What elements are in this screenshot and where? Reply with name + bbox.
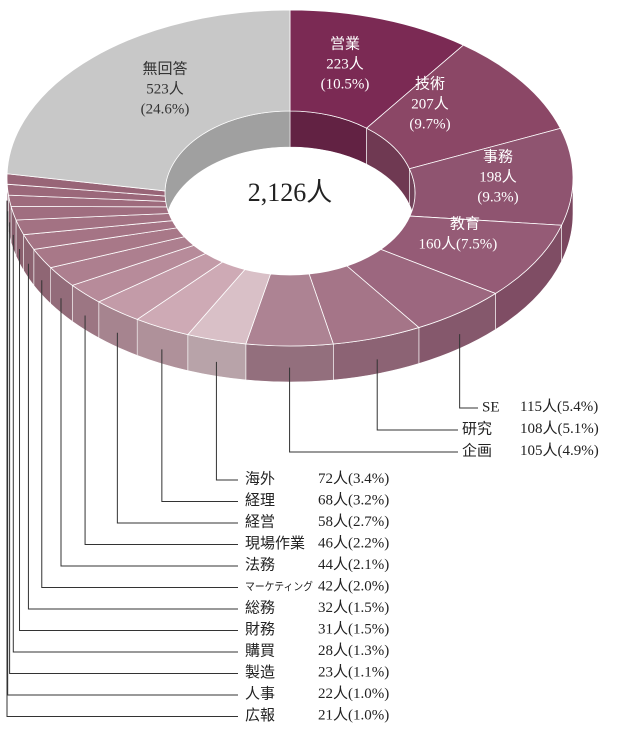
value-label: 28人(1.3%) xyxy=(318,642,389,659)
value-label: 46人(2.2%) xyxy=(318,535,389,552)
value-text: 28人 xyxy=(318,642,348,659)
leader-line xyxy=(215,361,238,481)
leader-line xyxy=(161,349,238,502)
percent-label: (9.7%) xyxy=(409,116,450,132)
percent-text: (4.9%) xyxy=(558,443,599,459)
leader-line xyxy=(9,222,238,674)
value-text: 105人 xyxy=(520,442,558,459)
value-text: 108人 xyxy=(520,420,558,437)
category-label: 企画 xyxy=(462,441,492,459)
value-text: 23人 xyxy=(318,664,348,681)
value-label: 31人(1.5%) xyxy=(318,621,389,638)
category-label: 財務 xyxy=(245,621,275,638)
category-label: 事務 xyxy=(483,148,513,165)
percent-label: (10.5%) xyxy=(321,76,370,92)
value-label: 22人(1.0%) xyxy=(318,685,389,702)
category-label: 現場作業 xyxy=(245,535,305,552)
value-text: 32人 xyxy=(318,599,348,616)
category-label: 人事 xyxy=(245,685,275,702)
category-label: 営業 xyxy=(330,35,360,52)
leader-line xyxy=(6,200,238,717)
value-label: 223人 xyxy=(326,55,364,72)
category-label: 広報 xyxy=(245,707,275,724)
slice xyxy=(289,9,465,129)
value-text: 22人 xyxy=(318,685,348,702)
value-label: 68人(3.2%) xyxy=(318,492,389,509)
percent-text: (2.2%) xyxy=(348,536,389,552)
category-label: 技術 xyxy=(415,75,445,92)
value-label: 115人(5.4%) xyxy=(520,398,598,415)
category-label: マーケティング xyxy=(245,579,313,593)
value-text: 44人 xyxy=(318,556,348,573)
category-label: 購買 xyxy=(245,642,275,659)
value-label: 44人(2.1%) xyxy=(318,556,389,573)
category-label: 総務 xyxy=(245,599,275,616)
value-text: 58人 xyxy=(318,513,348,530)
percent-label: (7.5%) xyxy=(456,236,497,252)
percent-text: (2.1%) xyxy=(348,557,389,573)
value-label: 72人(3.4%) xyxy=(318,470,389,487)
category-label: 経営 xyxy=(245,513,275,530)
slice xyxy=(6,9,291,192)
category-label: 無回答 xyxy=(142,60,187,77)
leader-line xyxy=(84,315,238,545)
value-text: 68人 xyxy=(318,492,348,509)
value-text: 115人 xyxy=(520,398,557,415)
percent-text: (1.3%) xyxy=(348,643,389,659)
leader-line xyxy=(459,334,478,409)
value-label: 160人 xyxy=(418,235,456,252)
percent-text: (2.7%) xyxy=(348,514,389,530)
value-label: 198人 xyxy=(479,168,517,185)
value-text: 72人 xyxy=(318,470,348,487)
value-label: 105人(4.9%) xyxy=(520,442,599,459)
category-label: 教育 xyxy=(450,215,480,232)
percent-label: (9.3%) xyxy=(477,189,518,205)
percent-label: (24.6%) xyxy=(141,101,190,117)
percent-text: (1.5%) xyxy=(348,600,389,616)
category-label: 研究 xyxy=(462,420,492,437)
value-label: 58人(2.7%) xyxy=(318,513,389,530)
value-label: 523人 xyxy=(146,80,184,97)
category-label: 法務 xyxy=(245,556,275,573)
percent-text: (1.5%) xyxy=(348,622,389,638)
value-label: 108人(5.1%) xyxy=(520,420,599,437)
value-label: 32人(1.5%) xyxy=(318,599,389,616)
category-label: 製造 xyxy=(245,664,275,681)
percent-text: (3.2%) xyxy=(348,493,389,509)
percent-text: (5.1%) xyxy=(558,421,599,437)
value-text: 46人 xyxy=(318,535,348,552)
leader-line xyxy=(12,234,238,653)
category-label: 経理 xyxy=(245,492,275,509)
leader-line xyxy=(376,359,458,431)
leader-line xyxy=(41,280,238,588)
leader-line xyxy=(116,332,238,524)
leader-line xyxy=(7,211,238,696)
total-label: 2,126人 xyxy=(248,178,333,207)
value-label: 42人(2.0%) xyxy=(318,578,389,595)
leader-line xyxy=(19,249,238,631)
value-label: 207人 xyxy=(411,95,449,112)
percent-text: (1.0%) xyxy=(348,686,389,702)
value-text: 42人 xyxy=(318,578,348,595)
value-text: 31人 xyxy=(318,621,348,638)
leader-line xyxy=(289,367,458,453)
leader-line xyxy=(60,298,238,567)
value-label: 21人(1.0%) xyxy=(318,707,389,724)
percent-text: (2.0%) xyxy=(348,579,389,595)
percent-text: (1.1%) xyxy=(348,665,389,681)
leader-line xyxy=(27,263,238,610)
percent-text: (1.0%) xyxy=(348,708,389,724)
value-label: 23人(1.1%) xyxy=(318,664,389,681)
category-label: SE xyxy=(482,399,500,415)
category-label: 海外 xyxy=(245,470,275,487)
value-text: 21人 xyxy=(318,707,348,724)
percent-text: (3.4%) xyxy=(348,471,389,487)
percent-text: (5.4%) xyxy=(557,399,598,415)
